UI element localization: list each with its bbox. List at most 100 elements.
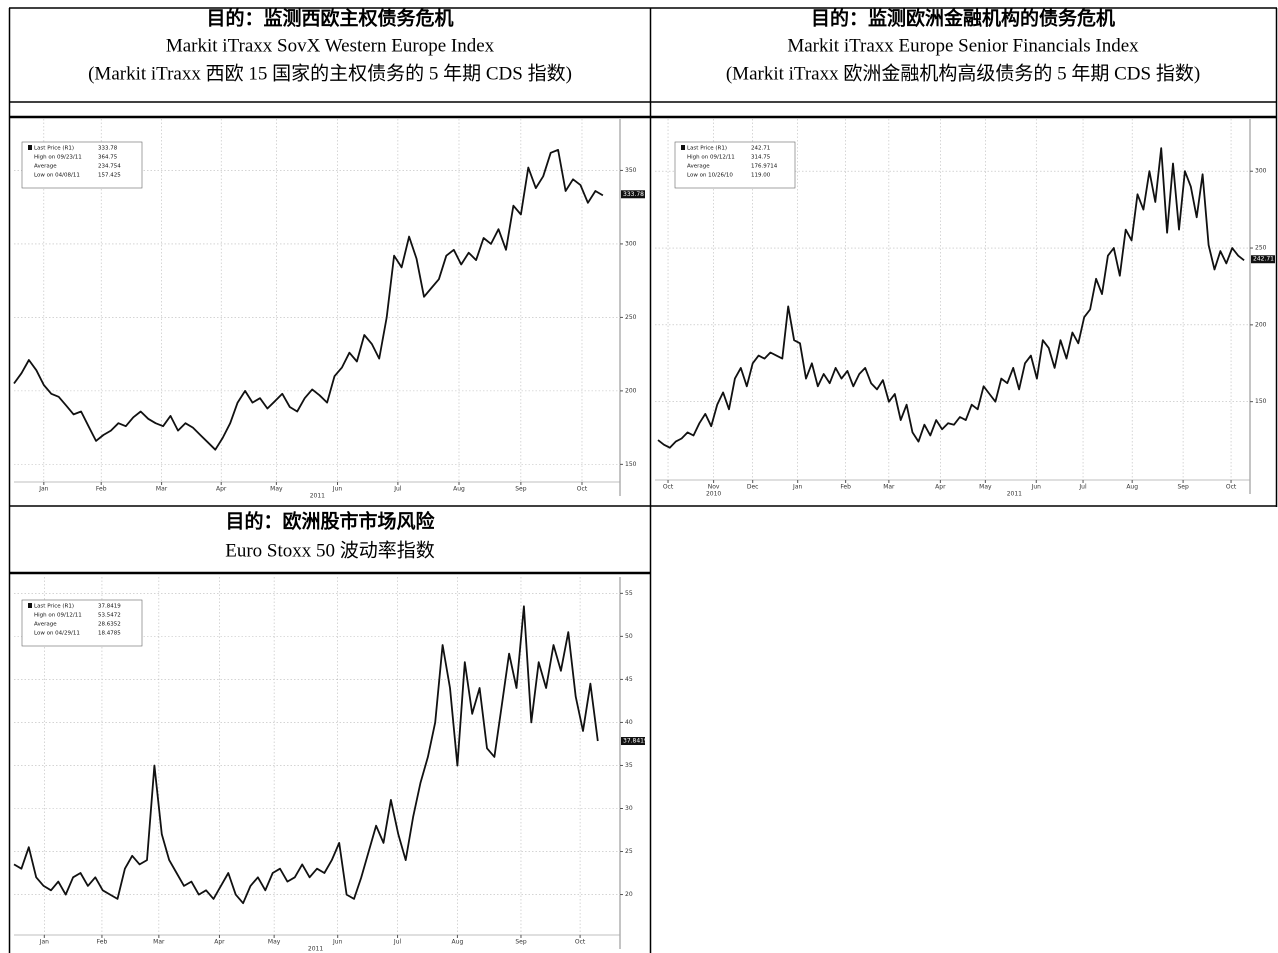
y-tick-label: 45 <box>625 676 633 683</box>
year-label: 2011 <box>310 493 325 500</box>
y-tick-label: 55 <box>625 590 633 597</box>
stat-value: 53.5472 <box>98 613 121 619</box>
stat-label: Low on 04/29/11 <box>34 631 80 637</box>
stat-value: 176.9714 <box>751 164 778 170</box>
y-tick-label: 35 <box>625 762 633 769</box>
x-tick-label: May <box>268 939 281 946</box>
stat-label: Last Price (R1) <box>34 146 74 152</box>
stat-label: High on 09/12/11 <box>34 613 82 619</box>
x-tick-label: Feb <box>97 939 108 946</box>
stat-value: 234.754 <box>98 164 121 170</box>
legend-swatch <box>28 603 32 608</box>
y-tick-label: 250 <box>625 314 637 321</box>
x-tick-label: Jan <box>38 486 48 493</box>
price-line <box>13 149 604 451</box>
stat-label: High on 09/12/11 <box>687 155 735 161</box>
x-tick-label: Aug <box>453 486 465 493</box>
last-price-tag <box>621 737 645 746</box>
last-price-label: 242.71 <box>1253 256 1274 263</box>
stat-label: Average <box>687 164 710 170</box>
x-tick-label: Sep <box>515 939 527 946</box>
x-tick-label: Jun <box>332 939 343 946</box>
stat-value: 364.75 <box>98 155 118 161</box>
stat-value: 28.6352 <box>98 622 121 628</box>
stat-label: Low on 04/08/11 <box>34 173 80 179</box>
x-tick-label: Dec <box>747 484 759 491</box>
x-tick-label: Oct <box>575 939 586 946</box>
stats-box <box>674 141 796 189</box>
x-tick-label: Mar <box>156 486 168 493</box>
header-title: 目的：监测欧洲金融机构的债务危机 <box>811 6 1115 29</box>
x-tick-label: Oct <box>663 484 674 491</box>
stat-value: 333.78 <box>98 146 118 152</box>
stat-value: 119.00 <box>751 173 771 179</box>
x-tick-label: Aug <box>452 939 464 946</box>
y-tick-label: 200 <box>1255 321 1267 328</box>
stat-label: Last Price (R1) <box>687 146 727 152</box>
x-tick-label: Jul <box>393 486 402 493</box>
y-tick-label: 200 <box>625 387 637 394</box>
x-tick-label: Jun <box>332 486 343 493</box>
header-subtitle: Markit iTraxx Europe Senior Financials I… <box>787 35 1139 56</box>
x-tick-label: Feb <box>840 484 851 491</box>
price-line <box>13 605 599 905</box>
x-tick-label: Feb <box>96 486 107 493</box>
last-price-label: 37.8419 <box>623 738 648 745</box>
x-tick-label: Apr <box>214 939 225 946</box>
x-tick-label: May <box>979 484 992 491</box>
y-tick-label: 40 <box>625 719 633 726</box>
legend-swatch <box>681 145 685 150</box>
x-tick-label: May <box>270 486 283 493</box>
stat-value: 314.75 <box>751 155 771 161</box>
header-subtitle: Euro Stoxx 50 波动率指数 <box>225 539 435 561</box>
header-title: 目的：欧洲股市市场风险 <box>225 509 435 532</box>
year-label: 2011 <box>1007 491 1022 498</box>
year-label: 2010 <box>706 491 721 498</box>
stat-value: 37.8419 <box>98 604 121 610</box>
last-price-tag <box>621 190 645 199</box>
stat-label: Average <box>34 164 57 170</box>
y-tick-label: 25 <box>625 848 633 855</box>
x-tick-label: Jun <box>1031 484 1042 491</box>
last-price-tag <box>1251 255 1275 264</box>
stat-value: 242.71 <box>751 146 770 152</box>
price-line <box>657 147 1245 449</box>
x-tick-label: Mar <box>153 939 165 946</box>
y-tick-label: 150 <box>625 461 637 468</box>
x-tick-label: Oct <box>577 486 588 493</box>
y-tick-label: 20 <box>625 891 633 898</box>
header-caption: (Markit iTraxx 西欧 15 国家的主权债务的 5 年期 CDS 指… <box>88 62 572 84</box>
x-tick-label: Apr <box>216 486 227 493</box>
x-tick-label: Sep <box>1177 484 1189 491</box>
y-tick-label: 300 <box>625 240 637 247</box>
x-tick-label: Oct <box>1226 484 1237 491</box>
x-tick-label: Jan <box>792 484 802 491</box>
year-label: 2011 <box>308 946 323 953</box>
header-subtitle: Markit iTraxx SovX Western Europe Index <box>166 35 495 56</box>
y-tick-label: 300 <box>1255 168 1267 175</box>
header-caption: (Markit iTraxx 欧洲金融机构高级债务的 5 年期 CDS 指数) <box>726 62 1200 84</box>
y-tick-label: 250 <box>1255 245 1267 252</box>
x-tick-label: Apr <box>935 484 946 491</box>
last-price-label: 333.78 <box>623 191 644 198</box>
y-tick-label: 50 <box>625 633 633 640</box>
stat-label: High on 09/23/11 <box>34 155 82 161</box>
x-tick-label: Jan <box>39 939 49 946</box>
stat-value: 18.4785 <box>98 631 121 637</box>
x-tick-label: Jul <box>393 939 402 946</box>
x-tick-label: Nov <box>708 484 720 491</box>
x-tick-label: Jul <box>1078 484 1087 491</box>
stats-box <box>21 599 143 647</box>
header-title: 目的：监测西欧主权债务危机 <box>206 6 453 29</box>
stat-label: Average <box>34 622 57 628</box>
stats-box <box>21 141 143 189</box>
stat-label: Last Price (R1) <box>34 604 74 610</box>
legend-swatch <box>28 145 32 150</box>
table-frame <box>8 7 1278 953</box>
x-tick-label: Aug <box>1126 484 1138 491</box>
x-tick-label: Sep <box>515 486 527 493</box>
y-tick-label: 30 <box>625 805 633 812</box>
x-tick-label: Mar <box>883 484 895 491</box>
stat-value: 157.425 <box>98 173 121 179</box>
